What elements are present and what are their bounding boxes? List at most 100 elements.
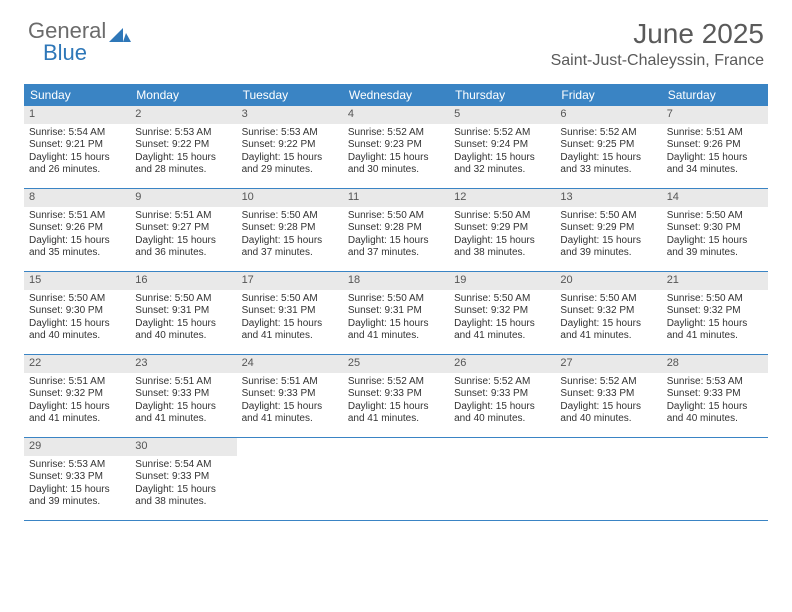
daylight-line: Daylight: 15 hours and 41 minutes. (29, 401, 125, 426)
day-cell: 1Sunrise: 5:54 AMSunset: 9:21 PMDaylight… (24, 106, 130, 188)
day-cell: 26Sunrise: 5:52 AMSunset: 9:33 PMDayligh… (449, 355, 555, 437)
sunset-line: Sunset: 9:33 PM (454, 388, 550, 401)
day-cell: 4Sunrise: 5:52 AMSunset: 9:23 PMDaylight… (343, 106, 449, 188)
sunset-line: Sunset: 9:29 PM (454, 222, 550, 235)
sunrise-line: Sunrise: 5:51 AM (29, 210, 125, 223)
day-cell: 17Sunrise: 5:50 AMSunset: 9:31 PMDayligh… (237, 272, 343, 354)
daylight-line: Daylight: 15 hours and 39 minutes. (667, 235, 763, 260)
day-number: 22 (24, 355, 130, 373)
sunrise-line: Sunrise: 5:52 AM (348, 376, 444, 389)
sunrise-line: Sunrise: 5:52 AM (454, 127, 550, 140)
day-cell: 2Sunrise: 5:53 AMSunset: 9:22 PMDaylight… (130, 106, 236, 188)
day-number: 6 (555, 106, 661, 124)
sunrise-line: Sunrise: 5:50 AM (560, 210, 656, 223)
daylight-line: Daylight: 15 hours and 40 minutes. (454, 401, 550, 426)
day-number: 4 (343, 106, 449, 124)
day-body: Sunrise: 5:51 AMSunset: 9:26 PMDaylight:… (24, 207, 130, 265)
day-body: Sunrise: 5:51 AMSunset: 9:33 PMDaylight:… (237, 373, 343, 431)
sunset-line: Sunset: 9:21 PM (29, 139, 125, 152)
day-number: 30 (130, 438, 236, 456)
day-body: Sunrise: 5:50 AMSunset: 9:31 PMDaylight:… (343, 290, 449, 348)
day-number: 28 (662, 355, 768, 373)
day-number: 19 (449, 272, 555, 290)
day-header-saturday: Saturday (662, 84, 768, 106)
sunset-line: Sunset: 9:26 PM (29, 222, 125, 235)
calendar: Sunday Monday Tuesday Wednesday Thursday… (24, 84, 768, 521)
sunrise-line: Sunrise: 5:54 AM (29, 127, 125, 140)
daylight-line: Daylight: 15 hours and 32 minutes. (454, 152, 550, 177)
day-cell: . (449, 438, 555, 520)
day-number: 9 (130, 189, 236, 207)
day-number: 2 (130, 106, 236, 124)
sunrise-line: Sunrise: 5:50 AM (667, 210, 763, 223)
day-cell: . (237, 438, 343, 520)
day-body: Sunrise: 5:52 AMSunset: 9:23 PMDaylight:… (343, 124, 449, 182)
day-number: 16 (130, 272, 236, 290)
day-body: Sunrise: 5:51 AMSunset: 9:26 PMDaylight:… (662, 124, 768, 182)
day-cell: 11Sunrise: 5:50 AMSunset: 9:28 PMDayligh… (343, 189, 449, 271)
day-cell: 23Sunrise: 5:51 AMSunset: 9:33 PMDayligh… (130, 355, 236, 437)
day-body: Sunrise: 5:50 AMSunset: 9:31 PMDaylight:… (130, 290, 236, 348)
daylight-line: Daylight: 15 hours and 40 minutes. (560, 401, 656, 426)
day-number: 3 (237, 106, 343, 124)
daylight-line: Daylight: 15 hours and 41 minutes. (348, 318, 444, 343)
sunrise-line: Sunrise: 5:53 AM (242, 127, 338, 140)
sunset-line: Sunset: 9:32 PM (29, 388, 125, 401)
daylight-line: Daylight: 15 hours and 41 minutes. (135, 401, 231, 426)
sunrise-line: Sunrise: 5:51 AM (135, 210, 231, 223)
day-number: 25 (343, 355, 449, 373)
title-block: June 2025 Saint-Just-Chaleyssin, France (551, 18, 764, 70)
daylight-line: Daylight: 15 hours and 41 minutes. (242, 401, 338, 426)
sunset-line: Sunset: 9:22 PM (135, 139, 231, 152)
sunset-line: Sunset: 9:32 PM (667, 305, 763, 318)
day-body: Sunrise: 5:51 AMSunset: 9:27 PMDaylight:… (130, 207, 236, 265)
sunset-line: Sunset: 9:26 PM (667, 139, 763, 152)
daylight-line: Daylight: 15 hours and 37 minutes. (348, 235, 444, 260)
day-header-row: Sunday Monday Tuesday Wednesday Thursday… (24, 84, 768, 106)
day-cell: 5 Sunrise: 5:52 AMSunset: 9:24 PMDaylight… (449, 106, 555, 188)
sunrise-line: Sunrise: 5:52 AM (560, 376, 656, 389)
sunrise-line: Sunrise: 5:50 AM (242, 293, 338, 306)
day-cell: 15Sunrise: 5:50 AMSunset: 9:30 PMDayligh… (24, 272, 130, 354)
day-number: 18 (343, 272, 449, 290)
day-body: Sunrise: 5:50 AMSunset: 9:28 PMDaylight:… (237, 207, 343, 265)
week-row: 15Sunrise: 5:50 AMSunset: 9:30 PMDayligh… (24, 272, 768, 355)
day-cell: 22Sunrise: 5:51 AMSunset: 9:32 PMDayligh… (24, 355, 130, 437)
day-number: 7 (662, 106, 768, 124)
day-cell: 21Sunrise: 5:50 AMSunset: 9:32 PMDayligh… (662, 272, 768, 354)
day-body: Sunrise: 5:51 AMSunset: 9:32 PMDaylight:… (24, 373, 130, 431)
sunset-line: Sunset: 9:33 PM (135, 471, 231, 484)
day-number: 10 (237, 189, 343, 207)
day-cell: 29Sunrise: 5:53 AMSunset: 9:33 PMDayligh… (24, 438, 130, 520)
day-number: 5 (449, 106, 555, 124)
sunrise-line: Sunrise: 5:53 AM (135, 127, 231, 140)
day-number: 13 (555, 189, 661, 207)
day-cell: 9Sunrise: 5:51 AMSunset: 9:27 PMDaylight… (130, 189, 236, 271)
day-header-monday: Monday (130, 84, 236, 106)
day-body: Sunrise: 5:54 AMSunset: 9:33 PMDaylight:… (130, 456, 236, 514)
day-body: Sunrise: 5:53 AMSunset: 9:33 PMDaylight:… (662, 373, 768, 431)
sunset-line: Sunset: 9:23 PM (348, 139, 444, 152)
sunset-line: Sunset: 9:28 PM (348, 222, 444, 235)
sunset-line: Sunset: 9:31 PM (348, 305, 444, 318)
day-cell: 28Sunrise: 5:53 AMSunset: 9:33 PMDayligh… (662, 355, 768, 437)
sunrise-line: Sunrise: 5:50 AM (454, 293, 550, 306)
day-body: Sunrise: 5:50 AMSunset: 9:29 PMDaylight:… (555, 207, 661, 265)
day-cell: 6Sunrise: 5:52 AMSunset: 9:25 PMDaylight… (555, 106, 661, 188)
day-body: Sunrise: 5:50 AMSunset: 9:32 PMDaylight:… (662, 290, 768, 348)
day-header-wednesday: Wednesday (343, 84, 449, 106)
day-body: Sunrise: 5:50 AMSunset: 9:30 PMDaylight:… (24, 290, 130, 348)
daylight-line: Daylight: 15 hours and 38 minutes. (454, 235, 550, 260)
sunset-line: Sunset: 9:33 PM (560, 388, 656, 401)
day-cell: 25Sunrise: 5:52 AMSunset: 9:33 PMDayligh… (343, 355, 449, 437)
month-title: June 2025 (551, 18, 764, 50)
sunset-line: Sunset: 9:24 PM (454, 139, 550, 152)
sunset-line: Sunset: 9:33 PM (242, 388, 338, 401)
day-number: 15 (24, 272, 130, 290)
day-body: Sunrise: 5:53 AMSunset: 9:22 PMDaylight:… (130, 124, 236, 182)
day-cell: 27Sunrise: 5:52 AMSunset: 9:33 PMDayligh… (555, 355, 661, 437)
day-header-tuesday: Tuesday (237, 84, 343, 106)
sunset-line: Sunset: 9:27 PM (135, 222, 231, 235)
weeks-container: 1Sunrise: 5:54 AMSunset: 9:21 PMDaylight… (24, 106, 768, 521)
brand-triangle-icon (109, 22, 131, 40)
